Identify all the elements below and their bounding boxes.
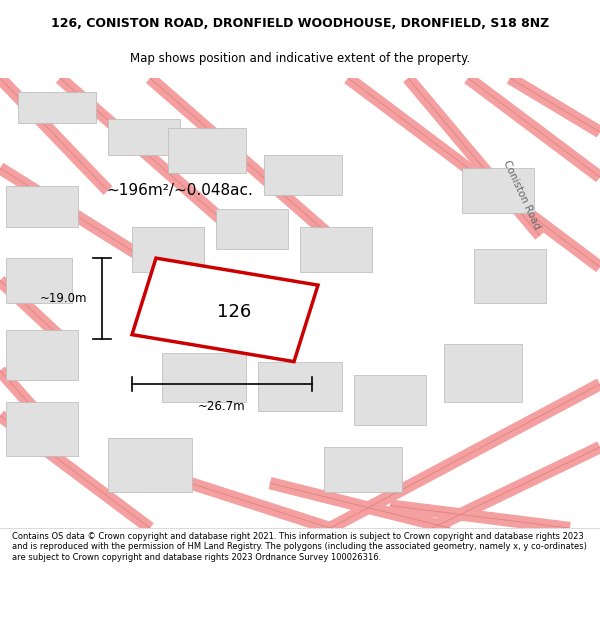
Polygon shape	[6, 402, 78, 456]
Polygon shape	[264, 154, 342, 195]
Text: Coniston Road: Coniston Road	[502, 159, 542, 231]
Polygon shape	[108, 119, 180, 154]
Polygon shape	[354, 375, 426, 424]
Polygon shape	[18, 92, 96, 123]
Polygon shape	[132, 258, 318, 362]
Polygon shape	[462, 168, 534, 213]
Polygon shape	[168, 127, 246, 172]
Text: 126, CONISTON ROAD, DRONFIELD WOODHOUSE, DRONFIELD, S18 8NZ: 126, CONISTON ROAD, DRONFIELD WOODHOUSE,…	[51, 17, 549, 30]
Polygon shape	[444, 344, 522, 402]
Polygon shape	[108, 438, 192, 492]
Text: 126: 126	[217, 303, 251, 321]
Polygon shape	[6, 258, 72, 303]
Text: Contains OS data © Crown copyright and database right 2021. This information is : Contains OS data © Crown copyright and d…	[12, 532, 587, 562]
Text: ~19.0m: ~19.0m	[40, 292, 87, 305]
Polygon shape	[162, 352, 246, 402]
Polygon shape	[132, 227, 204, 272]
Polygon shape	[6, 330, 78, 379]
Polygon shape	[300, 227, 372, 272]
Polygon shape	[216, 209, 288, 249]
Text: ~196m²/~0.048ac.: ~196m²/~0.048ac.	[107, 183, 253, 198]
Polygon shape	[6, 186, 78, 227]
Text: ~26.7m: ~26.7m	[198, 400, 246, 413]
Polygon shape	[258, 362, 342, 411]
Polygon shape	[474, 249, 546, 303]
Text: Map shows position and indicative extent of the property.: Map shows position and indicative extent…	[130, 52, 470, 65]
Polygon shape	[324, 447, 402, 492]
